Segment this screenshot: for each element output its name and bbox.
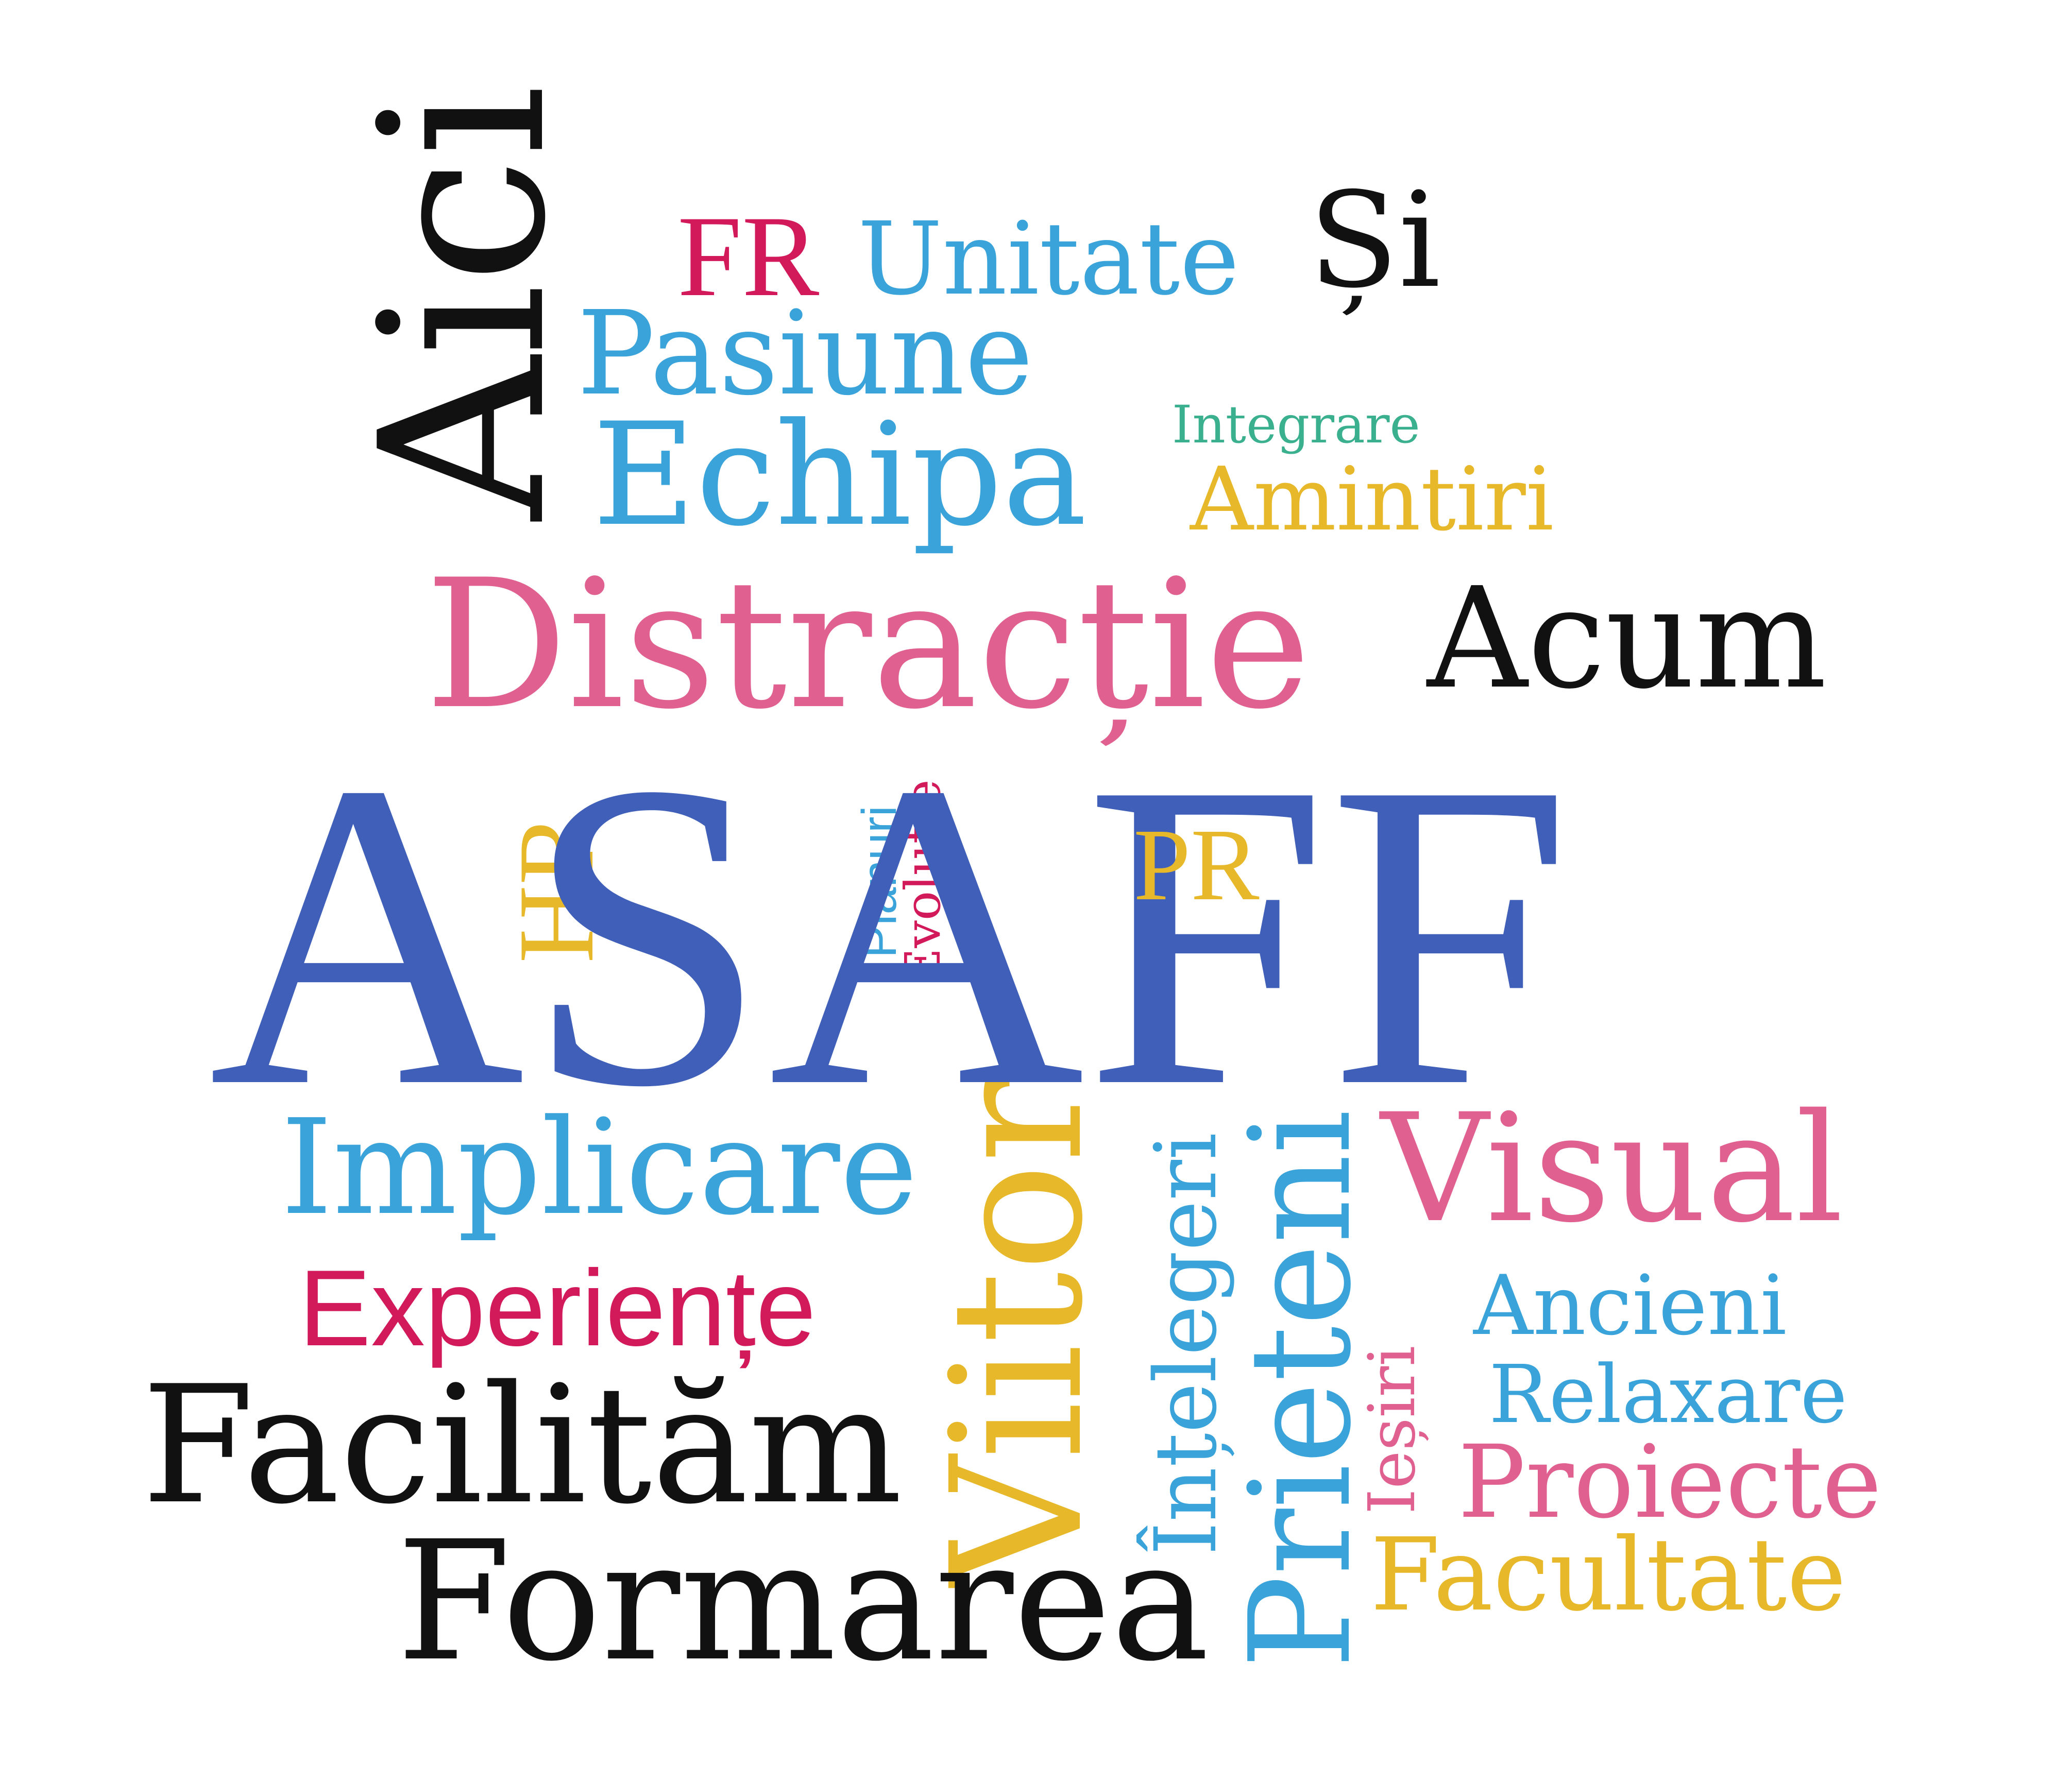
word-prieteni: Prieteni (1219, 1109, 1382, 1669)
word-experiente: Experiențe (299, 1247, 816, 1368)
word-visual: Visual (1381, 1082, 1844, 1256)
word-distractie: Distracție (425, 542, 1311, 748)
word-echipa: Echipa (592, 392, 1087, 557)
word-ancieni: Ancieni (1473, 1257, 1787, 1354)
word-acum: Acum (1427, 557, 1827, 720)
word-asaff: ASAFF (209, 692, 1572, 1177)
word-relaxare: Relaxare (1489, 1348, 1848, 1441)
word-aici: Aici (332, 84, 596, 520)
word-iesiri: Ieșiri (1355, 1345, 1430, 1514)
word-pasiune: Pasiune (577, 286, 1033, 421)
word-implicare: Implicare (281, 1091, 918, 1244)
word-intelegeri: Înțelegeri (1136, 1133, 1235, 1555)
word-amintiri: Amintiri (1190, 449, 1554, 551)
word-proiecte: Proiecte (1458, 1424, 1882, 1540)
word-facultate: Facultate (1370, 1516, 1846, 1633)
word-si: Și (1309, 164, 1441, 317)
word-integrare: Integrare (1172, 395, 1420, 455)
word-facilitam: Facilităm (142, 1351, 903, 1540)
word-fr: FR (677, 192, 820, 320)
word-formarea: Formarea (397, 1506, 1210, 1698)
word-pr: PR (1133, 808, 1260, 922)
word-unitate: Unitate (858, 200, 1239, 317)
